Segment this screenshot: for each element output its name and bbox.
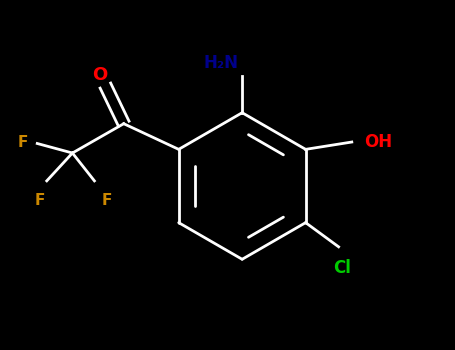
Text: Cl: Cl	[334, 259, 351, 277]
Text: F: F	[102, 193, 112, 208]
Text: F: F	[18, 134, 29, 149]
Text: OH: OH	[364, 133, 392, 151]
Text: O: O	[92, 65, 107, 84]
Text: H₂N: H₂N	[203, 54, 238, 72]
Text: F: F	[34, 193, 45, 208]
